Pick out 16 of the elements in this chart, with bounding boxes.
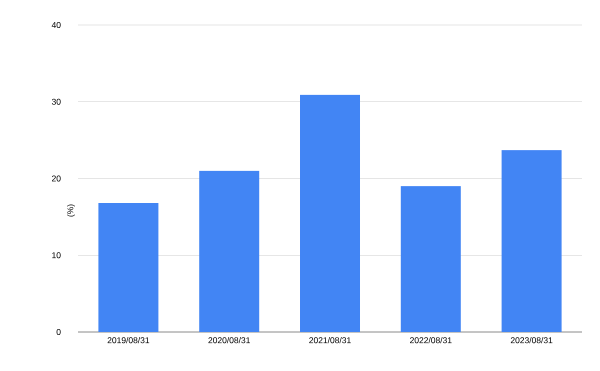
bar — [300, 94, 360, 332]
bar — [98, 203, 158, 332]
x-tick-label: 2021/08/31 — [309, 337, 351, 344]
x-tick-label: 2019/08/31 — [108, 337, 150, 344]
y-tick-label: 40 — [52, 22, 61, 28]
y-tick-label: 20 — [52, 176, 61, 182]
x-tick-label: 2020/08/31 — [208, 337, 250, 344]
x-tick-label: 2023/08/31 — [510, 337, 552, 344]
y-axis-title: (%) — [67, 204, 75, 217]
y-tick-label: 0 — [56, 329, 61, 335]
bar — [502, 150, 562, 332]
y-tick-label: 10 — [52, 252, 61, 258]
y-tick-label: 30 — [52, 98, 61, 105]
bar — [400, 186, 461, 332]
x-tick-label: 2022/08/31 — [410, 337, 452, 344]
bar — [199, 170, 260, 332]
